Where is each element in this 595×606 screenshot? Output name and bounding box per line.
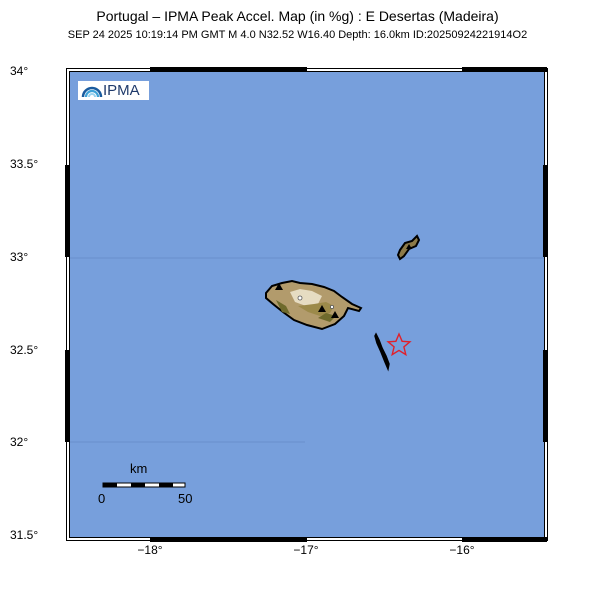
lat-label-33-5: 33.5°: [10, 157, 39, 171]
lon-label-18: −18°: [137, 543, 163, 557]
scale-bar-tick-50: 50: [178, 491, 193, 506]
madeira-island: [265, 279, 363, 331]
lon-label-16: −16°: [449, 543, 475, 557]
lat-label-31-5: 31.5°: [10, 528, 39, 542]
desertas-islands: [374, 332, 390, 372]
lat-label-32: 32°: [10, 435, 29, 449]
map-title: Portugal – IPMA Peak Accel. Map (in %g) …: [96, 8, 499, 24]
ipma-logo: IPMA: [78, 81, 149, 100]
scale-bar-unit: km: [130, 461, 148, 476]
ipma-arc-icon: [81, 86, 103, 98]
porto-santo-island: [396, 234, 421, 261]
lon-label-17: −17°: [293, 543, 319, 557]
epicenter-star: [386, 332, 412, 357]
frame-segments: [65, 67, 548, 542]
scale-bar-tick-0: 0: [98, 491, 106, 506]
event-info: SEP 24 2025 10:19:14 PM GMT M 4.0 N32.52…: [67, 29, 528, 41]
lat-label-32-5: 32.5°: [10, 343, 39, 357]
lat-label-34: 34°: [10, 64, 29, 78]
scale-bar: [102, 482, 186, 488]
lat-label-33: 33°: [10, 250, 29, 264]
